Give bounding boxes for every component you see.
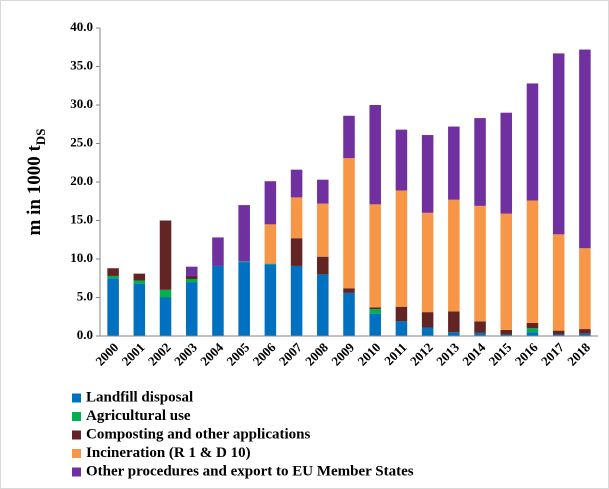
bar-segment xyxy=(500,329,513,335)
bar-segment xyxy=(369,309,381,314)
legend-marker xyxy=(72,449,81,458)
bar-segment xyxy=(343,288,355,293)
bar-segment xyxy=(579,333,591,336)
bar-segment xyxy=(421,312,434,328)
y-tick-label: 5.0 xyxy=(77,288,93,303)
bar-segment xyxy=(526,328,539,333)
bar-segment xyxy=(474,205,486,322)
bar-segment xyxy=(290,265,303,336)
bar-segment xyxy=(369,204,381,308)
y-tick-label: 15.0 xyxy=(70,211,93,226)
y-axis-label-main: m in 1000 t xyxy=(24,145,45,236)
legend-label: Other procedures and export to EU Member… xyxy=(86,463,414,479)
bar-segment xyxy=(579,49,591,249)
bar-segment xyxy=(238,261,250,263)
bar-segment xyxy=(317,179,329,204)
bar-segment xyxy=(264,264,277,336)
bar-segment xyxy=(185,279,198,283)
bar-segment xyxy=(579,329,591,334)
legend-label: Composting and other applications xyxy=(86,426,311,442)
y-tick-label: 25.0 xyxy=(70,134,93,149)
y-tick-label: 10.0 xyxy=(70,250,93,265)
bar-segment xyxy=(185,275,198,280)
bar-segment xyxy=(264,263,277,265)
bar-segment xyxy=(317,256,329,275)
bar-segment xyxy=(343,115,355,159)
bar-segment xyxy=(500,334,513,336)
bar-segment xyxy=(159,289,172,298)
bar-segment xyxy=(421,212,434,313)
legend-marker xyxy=(72,467,81,477)
bar-segment xyxy=(343,292,355,336)
bar-segment xyxy=(369,307,381,310)
bar-segment xyxy=(290,197,303,239)
bar-segment xyxy=(500,213,513,330)
bar-segment xyxy=(526,83,539,201)
legend-label: Landfill disposal xyxy=(86,389,193,405)
bar-segment xyxy=(317,203,329,257)
y-axis-label: m in 1000 tDS xyxy=(24,129,48,236)
bar-segment xyxy=(107,268,119,276)
bar-segment xyxy=(474,321,486,333)
bar-segment xyxy=(421,327,434,336)
bar-segment xyxy=(133,273,146,281)
bar-segment xyxy=(264,181,277,225)
bar-segment xyxy=(526,322,539,329)
bar-segment xyxy=(474,118,486,206)
bar-segment xyxy=(264,224,277,264)
bar-segment xyxy=(395,190,408,307)
bar-segment xyxy=(448,199,460,312)
bar-segment xyxy=(133,283,146,336)
bar-segment xyxy=(290,238,303,266)
y-tick-label: 35.0 xyxy=(70,57,93,72)
bar-segment xyxy=(552,234,565,331)
legend-label: Incineration (R 1 & D 10) xyxy=(86,445,251,461)
bar-segment xyxy=(212,237,224,266)
bar-segment xyxy=(317,274,329,336)
bar-segment xyxy=(159,297,172,336)
bar-segment xyxy=(343,158,355,289)
bar-segment xyxy=(238,262,250,336)
bar-segment xyxy=(579,248,591,330)
y-tick-label: 0.0 xyxy=(77,327,93,342)
bar-segment xyxy=(448,311,460,333)
bar-segment xyxy=(421,135,434,213)
bar-segment xyxy=(369,105,381,205)
legend-marker xyxy=(72,412,81,421)
bar-segment xyxy=(395,129,408,191)
bar-segment xyxy=(290,169,303,198)
bar-segment xyxy=(395,321,408,336)
y-axis-label-sub: DS xyxy=(33,129,48,146)
bar-segment xyxy=(526,200,539,323)
bar-segment xyxy=(159,220,172,290)
legend-label: Agricultural use xyxy=(86,408,191,424)
bar-segment xyxy=(474,332,486,336)
bar-segment xyxy=(526,332,539,336)
bar-segment xyxy=(107,278,119,336)
legend-marker xyxy=(72,430,81,440)
bar-segment xyxy=(500,112,513,214)
bar-segment xyxy=(185,266,198,276)
bar-segment xyxy=(552,330,565,335)
bar-segment xyxy=(185,282,198,336)
bar-segment xyxy=(107,275,119,279)
bar-segment xyxy=(395,306,408,322)
bar-segment xyxy=(448,126,460,200)
bar-segment xyxy=(369,313,381,336)
y-tick-label: 20.0 xyxy=(70,173,93,188)
bar-segment xyxy=(133,280,146,284)
bar-segment xyxy=(212,265,224,336)
bar-segment xyxy=(552,334,565,336)
bar-segment xyxy=(448,332,460,336)
y-tick-label: 40.0 xyxy=(70,19,93,34)
bar-segment xyxy=(552,53,565,235)
y-tick-label: 30.0 xyxy=(70,96,93,111)
legend-marker xyxy=(72,393,81,403)
bar-segment xyxy=(238,205,250,262)
